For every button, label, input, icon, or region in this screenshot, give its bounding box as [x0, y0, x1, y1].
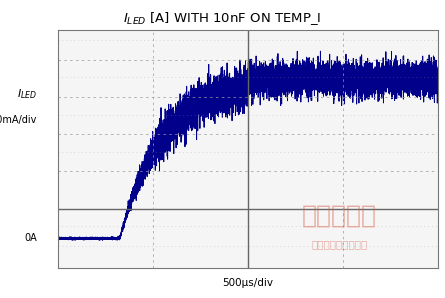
Text: 射频和天线设计专家: 射频和天线设计专家	[311, 239, 368, 249]
Text: 易迪拓培训: 易迪拓培训	[302, 204, 377, 228]
Text: 500μs/div: 500μs/div	[222, 278, 274, 288]
Text: 100mA/div: 100mA/div	[0, 115, 37, 125]
Text: 0A: 0A	[24, 233, 37, 243]
Text: $I_{LED}$: $I_{LED}$	[17, 87, 37, 101]
Text: $I_{LED}$ [A] WITH 10nF ON TEMP_I: $I_{LED}$ [A] WITH 10nF ON TEMP_I	[123, 10, 322, 27]
